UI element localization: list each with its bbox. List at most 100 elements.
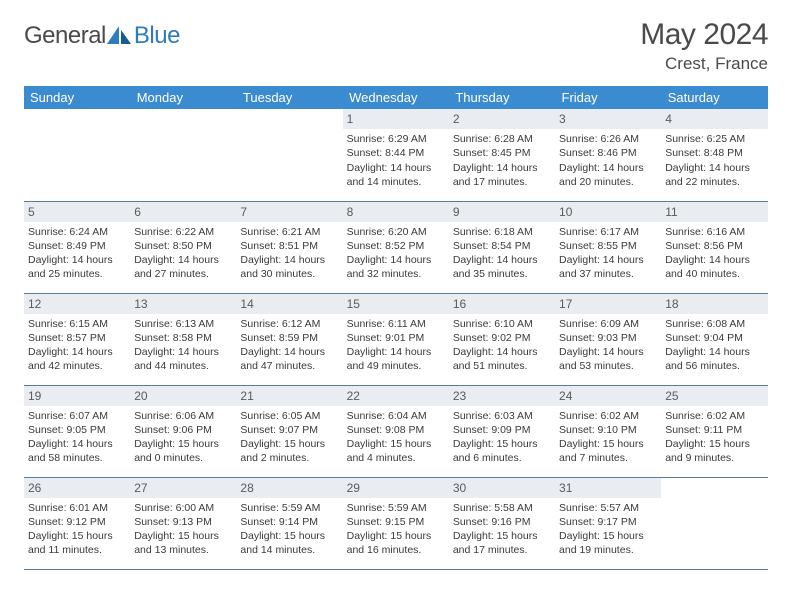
sunrise-line: Sunrise: 6:16 AM: [665, 225, 763, 239]
sunrise-line: Sunrise: 6:04 AM: [347, 409, 445, 423]
daylight-line: Daylight: 14 hours and 20 minutes.: [559, 161, 657, 189]
calendar-day-cell: 5Sunrise: 6:24 AMSunset: 8:49 PMDaylight…: [24, 201, 130, 293]
calendar-day-cell: 14Sunrise: 6:12 AMSunset: 8:59 PMDayligh…: [236, 293, 342, 385]
sunset-line: Sunset: 9:05 PM: [28, 423, 126, 437]
sunset-line: Sunset: 8:58 PM: [134, 331, 232, 345]
sunrise-line: Sunrise: 6:21 AM: [240, 225, 338, 239]
calendar-day-cell: 1Sunrise: 6:29 AMSunset: 8:44 PMDaylight…: [343, 109, 449, 201]
day-number: 26: [24, 478, 130, 498]
daylight-line: Daylight: 14 hours and 14 minutes.: [347, 161, 445, 189]
day-number: 9: [449, 202, 555, 222]
day-number: 2: [449, 109, 555, 129]
day-number: 22: [343, 386, 449, 406]
weekday-header: Thursday: [449, 86, 555, 109]
daylight-line: Daylight: 14 hours and 42 minutes.: [28, 345, 126, 373]
day-number: 25: [661, 386, 767, 406]
sail-icon: [107, 26, 133, 44]
daylight-line: Daylight: 14 hours and 17 minutes.: [453, 161, 551, 189]
sunset-line: Sunset: 8:44 PM: [347, 146, 445, 160]
day-number: 8: [343, 202, 449, 222]
daylight-line: Daylight: 14 hours and 56 minutes.: [665, 345, 763, 373]
calendar-week-row: 19 Sunrise: 6:07 AMSunset: 9:05 PM Dayligh…: [24, 385, 768, 477]
sunset-line: Sunset: 9:11 PM: [665, 423, 763, 437]
daylight-line: Daylight: 14 hours and 47 minutes.: [240, 345, 338, 373]
calendar-body: ...1Sunrise: 6:29 AMSunset: 8:44 PMDayli…: [24, 109, 768, 569]
sunset-line: Sunset: 9:13 PM: [134, 515, 232, 529]
brand-name: GeneralBlue: [24, 22, 180, 50]
sunrise-line: Sunrise: 6:08 AM: [665, 317, 763, 331]
weekday-header: Saturday: [661, 86, 767, 109]
day-number: 21: [236, 386, 342, 406]
day-number: 30: [449, 478, 555, 498]
sunset-line: Sunset: 9:01 PM: [347, 331, 445, 345]
weekday-header: Sunday: [24, 86, 130, 109]
brand-part1: General: [24, 22, 106, 49]
calendar-day-cell: 29Sunrise: 5:59 AMSunset: 9:15 PMDayligh…: [343, 477, 449, 569]
sunset-line: Sunset: 8:52 PM: [347, 239, 445, 253]
sunrise-line: Sunrise: 6:28 AM: [453, 132, 551, 146]
sunset-line: Sunset: 8:55 PM: [559, 239, 657, 253]
sunset-line: Sunset: 8:50 PM: [134, 239, 232, 253]
weekday-header: Friday: [555, 86, 661, 109]
calendar-empty-cell: .: [130, 109, 236, 201]
day-number: 17: [555, 294, 661, 314]
daylight-line: Daylight: 15 hours and 14 minutes.: [240, 529, 338, 557]
day-number: 15: [343, 294, 449, 314]
day-number: 19: [24, 386, 130, 406]
day-number: 16: [449, 294, 555, 314]
calendar-day-cell: 23Sunrise: 6:03 AMSunset: 9:09 PMDayligh…: [449, 385, 555, 477]
sunrise-line: Sunrise: 6:22 AM: [134, 225, 232, 239]
location: Crest, France: [640, 54, 768, 74]
calendar-header-row: SundayMondayTuesdayWednesdayThursdayFrid…: [24, 86, 768, 109]
calendar-day-cell: 9Sunrise: 6:18 AMSunset: 8:54 PMDaylight…: [449, 201, 555, 293]
sunset-line: Sunset: 8:45 PM: [453, 146, 551, 160]
sunset-line: Sunset: 8:59 PM: [240, 331, 338, 345]
calendar-day-cell: 3Sunrise: 6:26 AMSunset: 8:46 PMDaylight…: [555, 109, 661, 201]
daylight-line: Daylight: 14 hours and 22 minutes.: [665, 161, 763, 189]
sunrise-line: Sunrise: 6:12 AM: [240, 317, 338, 331]
daylight-line: Daylight: 14 hours and 44 minutes.: [134, 345, 232, 373]
sunset-line: Sunset: 9:10 PM: [559, 423, 657, 437]
daylight-line: Daylight: 15 hours and 16 minutes.: [347, 529, 445, 557]
calendar-day-cell: 18Sunrise: 6:08 AMSunset: 9:04 PMDayligh…: [661, 293, 767, 385]
sunrise-line: Sunrise: 5:57 AM: [559, 501, 657, 515]
sunrise-line: Sunrise: 6:07 AM: [28, 409, 126, 423]
sunrise-line: Sunrise: 5:59 AM: [240, 501, 338, 515]
month-title: May 2024: [640, 18, 768, 52]
sunrise-line: Sunrise: 6:13 AM: [134, 317, 232, 331]
sunset-line: Sunset: 8:54 PM: [453, 239, 551, 253]
daylight-line: Daylight: 14 hours and 37 minutes.: [559, 253, 657, 281]
day-number: 3: [555, 109, 661, 129]
sunset-line: Sunset: 8:48 PM: [665, 146, 763, 160]
daylight-line: Daylight: 15 hours and 2 minutes.: [240, 437, 338, 465]
daylight-line: Daylight: 15 hours and 6 minutes.: [453, 437, 551, 465]
day-number: 23: [449, 386, 555, 406]
day-number: 10: [555, 202, 661, 222]
calendar-empty-cell: .: [24, 109, 130, 201]
calendar-day-cell: 27Sunrise: 6:00 AMSunset: 9:13 PMDayligh…: [130, 477, 236, 569]
header: GeneralBlue May 2024 Crest, France: [24, 18, 768, 74]
daylight-line: Daylight: 14 hours and 53 minutes.: [559, 345, 657, 373]
sunrise-line: Sunrise: 6:10 AM: [453, 317, 551, 331]
calendar-day-cell: 7Sunrise: 6:21 AMSunset: 8:51 PMDaylight…: [236, 201, 342, 293]
sunrise-line: Sunrise: 6:02 AM: [665, 409, 763, 423]
calendar-day-cell: 28Sunrise: 5:59 AMSunset: 9:14 PMDayligh…: [236, 477, 342, 569]
day-number: 13: [130, 294, 236, 314]
calendar-day-cell: 4Sunrise: 6:25 AMSunset: 8:48 PMDaylight…: [661, 109, 767, 201]
calendar-day-cell: 13 Sunrise: 6:13 AMSunset: 8:58 PMDayligh…: [130, 293, 236, 385]
calendar-empty-cell: .: [236, 109, 342, 201]
calendar-day-cell: 15Sunrise: 6:11 AMSunset: 9:01 PMDayligh…: [343, 293, 449, 385]
day-number: 20: [130, 386, 236, 406]
day-number: 6: [130, 202, 236, 222]
weekday-header: Monday: [130, 86, 236, 109]
calendar-day-cell: 26Sunrise: 6:01 AMSunset: 9:12 PMDayligh…: [24, 477, 130, 569]
sunset-line: Sunset: 8:51 PM: [240, 239, 338, 253]
weekday-header: Wednesday: [343, 86, 449, 109]
daylight-line: Daylight: 14 hours and 35 minutes.: [453, 253, 551, 281]
daylight-line: Daylight: 15 hours and 11 minutes.: [28, 529, 126, 557]
calendar-day-cell: 8Sunrise: 6:20 AMSunset: 8:52 PMDaylight…: [343, 201, 449, 293]
day-number: 12: [24, 294, 130, 314]
daylight-line: Daylight: 14 hours and 51 minutes.: [453, 345, 551, 373]
sunrise-line: Sunrise: 6:26 AM: [559, 132, 657, 146]
calendar-day-cell: 24Sunrise: 6:02 AMSunset: 9:10 PMDayligh…: [555, 385, 661, 477]
